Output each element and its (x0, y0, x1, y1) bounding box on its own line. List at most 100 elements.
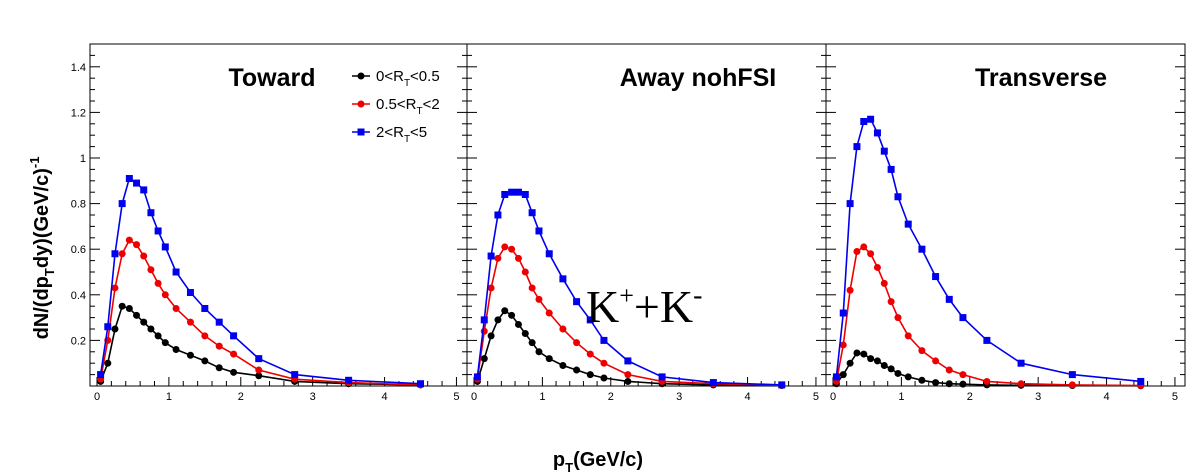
data-point (140, 318, 148, 326)
x-tick-label: 3 (676, 391, 682, 403)
panel-title: Toward (228, 64, 315, 92)
x-axis-title: pT(GeV/c) (553, 449, 643, 475)
series-2 (97, 175, 424, 388)
x-tick-label: 2 (608, 391, 614, 403)
data-point (778, 381, 786, 389)
data-point (545, 309, 553, 317)
data-point (904, 373, 912, 381)
data-point (887, 365, 895, 373)
data-point (918, 376, 926, 384)
legend-item: 2<RT<5 (352, 124, 427, 145)
data-point (494, 316, 502, 324)
data-point (894, 314, 902, 322)
data-point (545, 250, 553, 258)
data-point (894, 369, 902, 377)
data-point (959, 380, 967, 388)
data-point (932, 273, 940, 281)
data-point (887, 298, 895, 306)
data-point (255, 366, 263, 374)
data-point (945, 295, 953, 303)
data-point (215, 318, 223, 326)
data-point (104, 323, 112, 331)
data-point (528, 339, 536, 347)
data-point (186, 351, 194, 359)
data-point (945, 380, 953, 388)
data-point (104, 359, 112, 367)
data-point (494, 254, 502, 262)
x-tick-label: 4 (381, 391, 387, 403)
data-point (125, 304, 133, 312)
data-point (846, 286, 854, 294)
series-line (99, 238, 421, 386)
data-point (111, 325, 119, 333)
data-point (487, 332, 495, 340)
data-point (535, 348, 543, 356)
data-point (600, 359, 608, 367)
data-point (1068, 381, 1076, 389)
data-point (860, 350, 868, 358)
data-point (545, 355, 553, 363)
data-point (172, 268, 180, 276)
legend-label: 0.5<RT<2 (376, 96, 440, 117)
data-point (658, 373, 666, 381)
data-point (624, 357, 632, 365)
data-point (880, 147, 888, 155)
data-point (894, 193, 902, 201)
data-point (161, 243, 169, 251)
data-point (147, 325, 155, 333)
legend-label: 2<RT<5 (376, 124, 427, 145)
x-tick-label: 5 (813, 391, 819, 403)
y-tick-label: 1 (80, 153, 86, 165)
series-1 (473, 243, 786, 389)
data-point (860, 243, 868, 251)
panel-title: Transverse (975, 64, 1107, 92)
data-point (1068, 371, 1076, 379)
data-point (839, 309, 847, 317)
data-point (535, 295, 543, 303)
series-2 (832, 115, 1145, 385)
data-point (201, 304, 209, 312)
data-point (230, 332, 238, 340)
data-point (904, 332, 912, 340)
x-tick-label: 5 (453, 391, 459, 403)
data-point (118, 302, 126, 310)
legend-label: 0<RT<0.5 (376, 68, 440, 89)
data-point (832, 373, 840, 381)
data-point (201, 332, 209, 340)
x-tick-label: 4 (1103, 391, 1109, 403)
data-point (873, 263, 881, 271)
data-point (624, 377, 632, 385)
x-tick-label: 5 (1172, 391, 1178, 403)
data-point (514, 320, 522, 328)
panel-2: 0 1 2 3 4 5 Transverse (825, 43, 1186, 403)
x-tick-label: 2 (967, 391, 973, 403)
data-point (1017, 380, 1025, 388)
data-point (508, 311, 516, 319)
x-tick-label: 4 (744, 391, 750, 403)
series-2 (473, 188, 786, 389)
data-point (291, 371, 299, 379)
data-point (873, 357, 881, 365)
data-point (201, 357, 209, 365)
data-point (959, 371, 967, 379)
data-point (880, 361, 888, 369)
legend-marker (357, 72, 365, 80)
data-point (125, 236, 133, 244)
data-point (140, 252, 148, 260)
series-0 (97, 302, 424, 389)
data-point (709, 379, 717, 387)
data-point (624, 371, 632, 379)
legend-item: 0.5<RT<2 (352, 96, 440, 117)
data-point (559, 361, 567, 369)
data-point (959, 314, 967, 322)
data-point (501, 243, 509, 251)
y-tick-label: 1.2 (71, 107, 86, 119)
data-point (508, 245, 516, 253)
x-tick-label: 0 (830, 391, 836, 403)
data-point (880, 279, 888, 287)
data-point (1137, 377, 1145, 385)
panel-0: 0 1 2 3 4 5 0.2 0.4 0.6 0.8 1 1.2 1.4 Toward (71, 43, 468, 403)
data-point (494, 211, 502, 219)
data-point (473, 373, 481, 381)
x-tick-label: 1 (539, 391, 545, 403)
